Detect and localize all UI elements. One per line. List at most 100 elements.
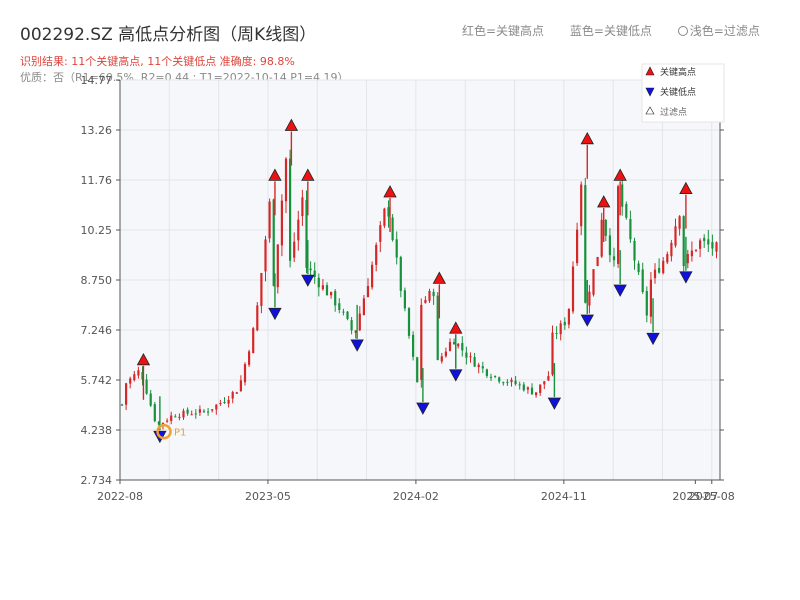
candle-body: [166, 420, 169, 422]
candle-body: [543, 381, 546, 385]
candle-body: [637, 263, 640, 273]
candle-body: [514, 380, 517, 385]
candle-body: [231, 392, 234, 399]
candle-body: [338, 303, 341, 310]
p1-label: P1: [174, 428, 186, 439]
candle-body: [453, 341, 456, 345]
candle-body: [600, 219, 603, 257]
candle-body: [362, 298, 365, 316]
candle-body: [563, 321, 566, 326]
candle-body: [207, 411, 210, 413]
candle-body: [153, 404, 156, 422]
candle-body: [358, 313, 361, 331]
candle-body: [559, 323, 562, 335]
legend-filtered-label: 过滤点: [660, 106, 687, 118]
x-tick-label: 2024-02: [393, 490, 439, 503]
key-high-marker: [597, 195, 611, 208]
candle-body: [596, 257, 599, 267]
candle-body: [448, 341, 452, 351]
candle-body: [325, 285, 329, 296]
candle-body: [211, 409, 214, 411]
candle-body: [699, 240, 702, 249]
candle-body: [194, 413, 197, 415]
candle-body: [149, 393, 152, 406]
key-low-marker: [646, 332, 660, 346]
candle-body: [334, 291, 337, 306]
key-low-marker: [679, 271, 693, 284]
key-high-marker: [301, 168, 315, 181]
key-low-marker: [613, 284, 627, 297]
y-tick-label: 2.734: [81, 474, 113, 487]
key-low-marker: [580, 314, 594, 327]
candle-body: [608, 235, 611, 256]
candle-body: [457, 343, 460, 347]
candle-body: [182, 410, 185, 418]
candle-body: [239, 380, 242, 392]
candle-body: [617, 186, 620, 264]
key-high-marker: [284, 118, 299, 131]
y-tick-label: 5.742: [81, 374, 113, 387]
candle-body: [346, 311, 349, 319]
candle-body: [276, 244, 279, 288]
candle-body: [174, 416, 177, 418]
candle-body: [461, 342, 464, 351]
candle-body: [391, 217, 394, 240]
candle-body: [280, 200, 283, 246]
candle-body: [432, 291, 435, 297]
key-low-marker: [416, 402, 430, 415]
candle-body: [588, 291, 591, 306]
candle-body: [658, 267, 661, 273]
chart-title: 002292.SZ 高低点分析图（周K线图）: [20, 25, 317, 45]
candle-body: [284, 158, 288, 202]
candle-body: [264, 239, 267, 272]
candle-body: [469, 356, 472, 358]
legend-red-text: 红色=关键高点: [462, 24, 545, 38]
key-low-marker: [350, 339, 364, 352]
y-tick-label: 8.750: [81, 274, 113, 287]
candle-body: [407, 308, 411, 336]
candle-body: [473, 357, 476, 367]
key-low-marker: [268, 307, 282, 321]
candle-body: [141, 372, 144, 380]
candle-body: [395, 239, 398, 258]
y-tick-label: 14.77: [81, 74, 113, 87]
candle-body: [252, 328, 255, 354]
candle-body: [186, 409, 189, 414]
candle-body: [301, 197, 304, 217]
candle-body: [309, 268, 312, 271]
candle-body: [375, 244, 378, 265]
x-tick-label: 2025-07: [672, 490, 718, 503]
candle-body: [485, 369, 488, 376]
candle-body: [305, 199, 308, 268]
candle-body: [235, 392, 238, 394]
candle-body: [129, 378, 132, 384]
candle-body: [256, 305, 259, 331]
candle-body: [313, 270, 316, 278]
candle-body: [243, 364, 247, 383]
key-high-marker: [580, 131, 594, 145]
candle-body: [535, 392, 538, 396]
candle-body: [342, 311, 345, 313]
candle-body: [584, 185, 587, 303]
legend-box: [641, 63, 725, 123]
legend-low-icon: [645, 87, 655, 97]
candle-body: [555, 333, 558, 335]
candle-body: [629, 219, 632, 240]
candle-body: [625, 203, 628, 218]
candle-body: [125, 383, 128, 405]
y-tick-label: 4.238: [81, 424, 113, 437]
candle-body: [518, 384, 521, 386]
candle-body: [645, 290, 648, 316]
candle-body: [653, 269, 657, 279]
candle-body: [715, 242, 718, 252]
candle-body: [268, 201, 271, 239]
x-tick-label: 2024-11: [541, 490, 587, 503]
key-high-marker: [449, 321, 463, 334]
candle-body: [387, 207, 390, 217]
legend-blue-text: 蓝色=关键低点: [569, 24, 652, 38]
candle-body: [489, 376, 493, 378]
candle-body: [436, 295, 439, 360]
y-tick-label: 10.25: [81, 224, 113, 237]
y-tick-label: 11.76: [81, 174, 113, 187]
